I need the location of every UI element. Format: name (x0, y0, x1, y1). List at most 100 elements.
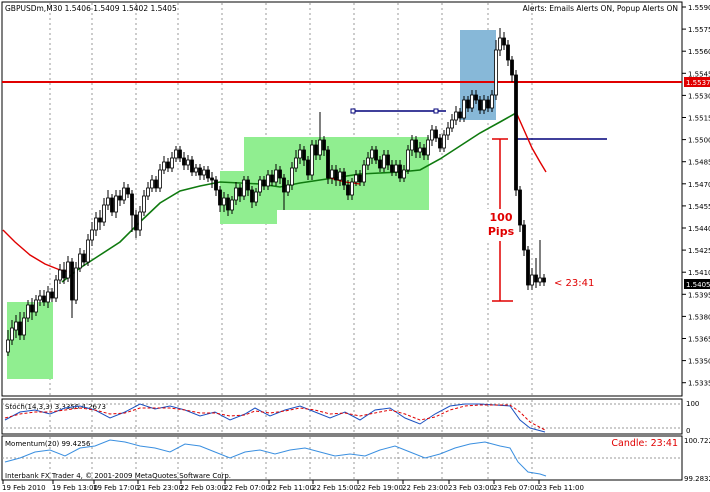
candle-body (146, 187, 150, 197)
time-tick-label: 21 Feb 23:00 (137, 484, 183, 492)
price-tick-label: 1.5530 (688, 92, 710, 100)
candle-body (222, 197, 226, 206)
candle-body (6, 339, 10, 353)
price-tick-label: 1.5500 (688, 137, 710, 145)
candle-body (374, 149, 378, 161)
candle-body (486, 99, 490, 109)
price-tick-label: 1.5410 (688, 269, 710, 277)
candle-body (110, 197, 114, 213)
candle-body (170, 157, 174, 169)
candle-body (266, 174, 270, 187)
symbol-header: GBPUSDm,M30 1.5406 1.5409 1.5402 1.5405 (5, 4, 177, 13)
candle-body (38, 295, 42, 301)
candle-body (278, 169, 282, 179)
candle-body (290, 167, 294, 186)
price-axis[interactable]: 1.5590 1.5575 1.5560 1.5545 1.5530 1.5515 1.55… (682, 4, 710, 388)
candle-body (402, 169, 406, 179)
price-tick-label: 1.5335 (688, 380, 710, 388)
candle-body (58, 269, 62, 281)
candle-body (482, 99, 486, 111)
momentum-axis-bottom: 99.2832 (684, 475, 710, 483)
price-tick-label: 1.5485 (688, 159, 710, 167)
price-tick-label: 1.5350 (688, 358, 710, 366)
candle-body (254, 191, 258, 203)
price-tick-label: 1.5545 (688, 70, 710, 78)
candle-body (218, 189, 222, 206)
stoch-axis-top: 100 (686, 400, 699, 408)
candle-body (134, 214, 138, 231)
candle-body (454, 111, 458, 121)
candle-body (462, 99, 466, 119)
price-tick-label: 1.5365 (688, 336, 710, 344)
candle-body (206, 169, 210, 179)
candle-body (14, 321, 18, 331)
candle-body (542, 277, 546, 283)
candle-body (174, 149, 178, 159)
candle-body (226, 197, 230, 211)
candle-body (46, 291, 50, 303)
candle-body (194, 167, 198, 173)
candle-body (514, 74, 518, 191)
candle-body (334, 169, 338, 181)
candle-body (126, 187, 130, 195)
candle-body (502, 37, 506, 46)
price-tick-label: 1.5590 (688, 4, 710, 12)
candle-body (346, 184, 350, 196)
resistance-price-label: 1.5537 (686, 79, 710, 87)
time-tick-label: 22 Feb 11:00 (268, 484, 314, 492)
candle-body (178, 149, 182, 159)
candle-body (530, 274, 534, 286)
demand-zone-left (7, 302, 53, 379)
candle-body (26, 304, 30, 319)
candle-body (42, 295, 46, 303)
candle-body (318, 139, 322, 156)
candle-body (102, 204, 106, 223)
candle-body (182, 157, 186, 166)
time-tick-label: 22 Feb 15:00 (312, 484, 358, 492)
time-tick-label: 22 Feb 19:00 (357, 484, 403, 492)
candle-body (78, 253, 82, 269)
ma-fast-line-tail (515, 111, 547, 173)
line-anchor-right[interactable] (433, 108, 439, 114)
alerts-header: Alerts: Emails Alerts ON, Popup Alerts O… (523, 4, 678, 13)
candle-body (322, 139, 326, 151)
time-tick-label: 23 Feb 07:00 (493, 484, 539, 492)
candle-body (430, 129, 434, 141)
price-tick-label: 1.5395 (688, 291, 710, 299)
candle-body (214, 179, 218, 191)
line-anchor-left[interactable] (350, 108, 356, 114)
candle-body (86, 239, 90, 263)
candle-body (246, 179, 250, 191)
candle-body (526, 249, 530, 286)
candle-body (30, 304, 34, 313)
candle-body (198, 167, 202, 176)
candle-body (122, 187, 126, 201)
candle-body (138, 211, 142, 231)
candle-body (382, 154, 386, 169)
candle-body (118, 195, 122, 201)
current-price-tag (684, 279, 710, 289)
candle-body (474, 94, 478, 101)
price-tick-label: 1.5380 (688, 313, 710, 321)
candle-body (338, 171, 342, 181)
candle-body (62, 269, 66, 279)
candle-body (302, 149, 306, 161)
candle-body (50, 291, 54, 299)
candle-body (418, 147, 422, 153)
candle-body (350, 181, 354, 196)
stoch-label: Stoch(14,3,3) 3.3356 4.2673 (5, 403, 106, 411)
candle-body (106, 197, 110, 206)
stoch-main-line (4, 403, 546, 433)
candle-body (442, 134, 446, 149)
candle-body (386, 154, 390, 166)
candle-body (234, 187, 238, 201)
stoch-axis-bottom: 0 (686, 427, 690, 435)
price-tick-label: 1.5455 (688, 203, 710, 211)
candle-body (534, 274, 538, 283)
candle-body (94, 217, 98, 231)
candle-body (446, 127, 450, 136)
price-tick-label: 1.5560 (688, 48, 710, 56)
current-price-label: 1.5405 (686, 281, 710, 289)
